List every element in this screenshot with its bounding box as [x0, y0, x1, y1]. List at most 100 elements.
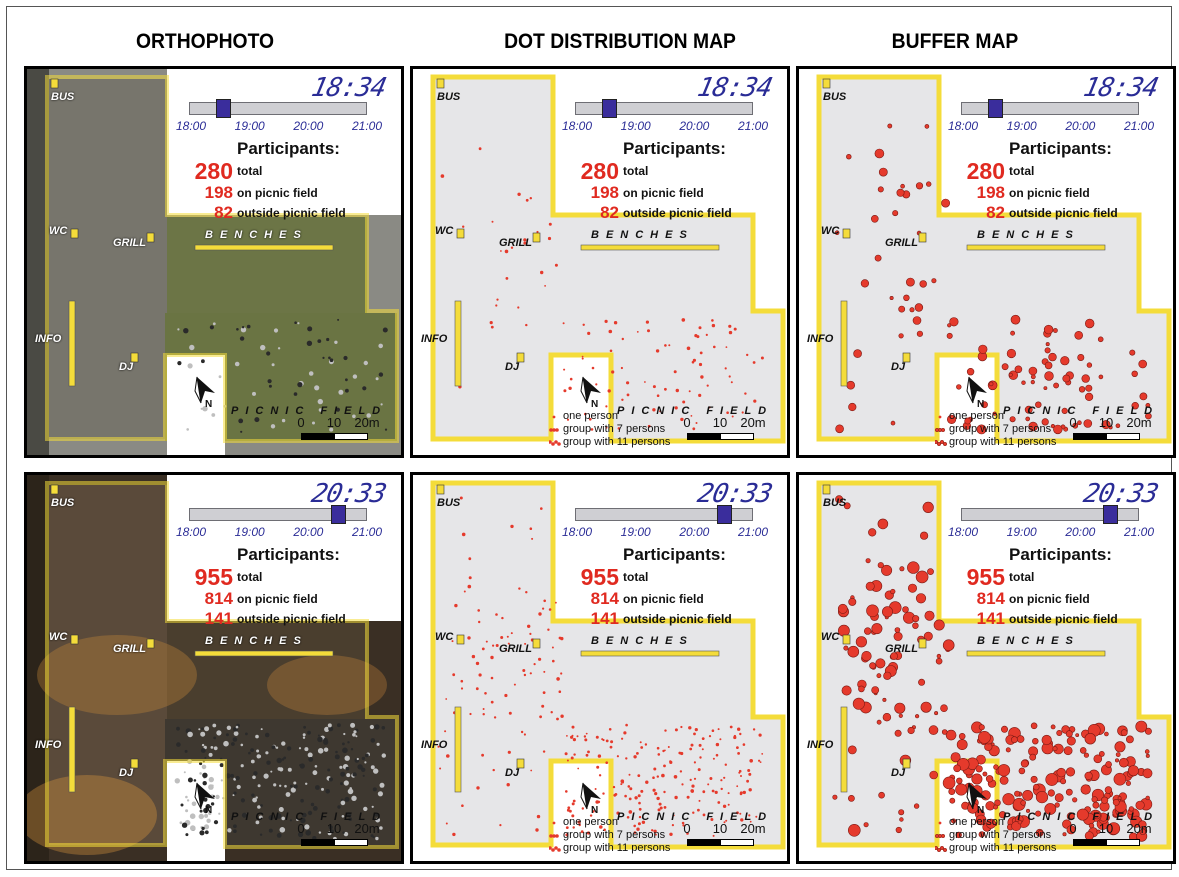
person-point: [547, 236, 552, 241]
person-point: [493, 716, 497, 719]
person-point: [589, 418, 592, 421]
legend-label: group with 7 persons: [563, 423, 666, 435]
facility-marker: [842, 228, 851, 239]
person-point: [692, 427, 696, 431]
time-slider[interactable]: [189, 505, 367, 524]
person-point: [1037, 830, 1044, 836]
person-point: [1080, 784, 1091, 795]
person-point: [1001, 725, 1009, 733]
time-tick-label: 19:00: [620, 119, 651, 133]
count-label: on picnic field: [1009, 186, 1090, 200]
time-slider-knob[interactable]: [716, 505, 732, 524]
crowd-mark: [265, 751, 269, 755]
person-point: [871, 686, 880, 694]
person-point: [1101, 796, 1109, 804]
person-point: [644, 381, 646, 383]
crowd-mark: [312, 421, 315, 425]
time-slider[interactable]: [961, 99, 1139, 118]
crowd-mark: [185, 795, 188, 799]
person-point: [693, 777, 697, 780]
benches-bar: [194, 650, 334, 657]
person-point: [490, 676, 494, 680]
crowd-mark: [223, 740, 229, 747]
person-point: [740, 818, 744, 822]
time-slider-knob[interactable]: [330, 505, 346, 524]
person-point: [517, 306, 520, 309]
person-point: [733, 327, 737, 331]
count-label: outside picnic field: [1009, 612, 1118, 626]
count-value: 955: [580, 564, 619, 590]
count-value: 82: [600, 203, 619, 222]
crowd-mark: [349, 787, 353, 790]
site-label-grill: GRILL: [113, 643, 146, 655]
person-point: [566, 735, 568, 737]
person-point: [1044, 361, 1053, 370]
person-point: [1035, 810, 1042, 817]
person-point: [671, 824, 674, 827]
site-label-bus: BUS: [823, 91, 847, 103]
person-point: [1131, 402, 1139, 410]
time-slider[interactable]: [575, 99, 753, 118]
time-slider[interactable]: [189, 99, 367, 118]
crowd-mark: [252, 797, 257, 803]
time-slider-knob[interactable]: [1102, 505, 1118, 524]
site-label-dj: DJ: [891, 767, 906, 779]
time-slider-knob[interactable]: [988, 99, 1004, 118]
info-bar: [840, 300, 848, 387]
person-point: [1129, 349, 1136, 356]
count-label: total: [1009, 570, 1035, 584]
crowd-mark: [181, 822, 188, 828]
time-tick-label: 20:00: [679, 525, 710, 539]
crowd-mark: [352, 414, 356, 419]
person-point: [663, 790, 666, 794]
person-point: [866, 604, 879, 618]
crowd-mark: [299, 764, 302, 767]
person-point: [713, 345, 716, 349]
person-point: [1030, 775, 1038, 783]
person-point: [1083, 752, 1090, 758]
time-slider[interactable]: [575, 505, 753, 524]
person-point: [1139, 828, 1146, 835]
benches-bar: [966, 244, 1106, 251]
facility-marker: [456, 634, 465, 645]
person-point: [672, 814, 675, 817]
legend-label: group with 11 persons: [563, 842, 671, 854]
crowd-mark: [317, 339, 322, 343]
person-point: [992, 411, 997, 416]
time-slider-knob[interactable]: [216, 99, 232, 118]
crowd-mark: [300, 798, 304, 803]
person-point: [541, 704, 545, 708]
person-point: [556, 717, 559, 721]
person-point: [701, 737, 705, 740]
time-ticks: 18:00 19:00 20:00 21:00: [176, 525, 387, 539]
person-point: [525, 323, 528, 327]
person-point: [525, 591, 528, 594]
person-point: [681, 783, 684, 786]
crowd-mark: [270, 424, 276, 429]
count-label: on picnic field: [237, 186, 318, 200]
crowd-mark: [254, 417, 260, 423]
person-point: [1114, 758, 1119, 763]
north-arrow-icon: N: [966, 782, 987, 816]
crowd-mark: [302, 733, 306, 737]
crowd-mark: [300, 817, 306, 824]
person-point: [912, 615, 920, 623]
crowd-mark: [378, 372, 384, 377]
crowd-mark: [342, 831, 345, 834]
crowd-mark: [286, 746, 292, 751]
count-label: on picnic field: [237, 592, 318, 606]
time-slider[interactable]: [961, 505, 1139, 524]
person-point: [460, 687, 464, 690]
person-point: [495, 304, 498, 307]
person-point: [577, 820, 581, 824]
person-point: [616, 755, 619, 758]
person-point: [1033, 783, 1040, 791]
time-slider-knob[interactable]: [602, 99, 618, 118]
person-point: [1138, 820, 1147, 829]
time-tick-label: 20:00: [1065, 119, 1096, 133]
crowd-mark: [240, 327, 247, 333]
person-point: [626, 393, 630, 397]
person-point: [900, 183, 905, 189]
person-point: [863, 822, 869, 828]
info-block: 18:34 18:00 19:00 20:00 21:00 Participants: 28…: [176, 69, 401, 229]
